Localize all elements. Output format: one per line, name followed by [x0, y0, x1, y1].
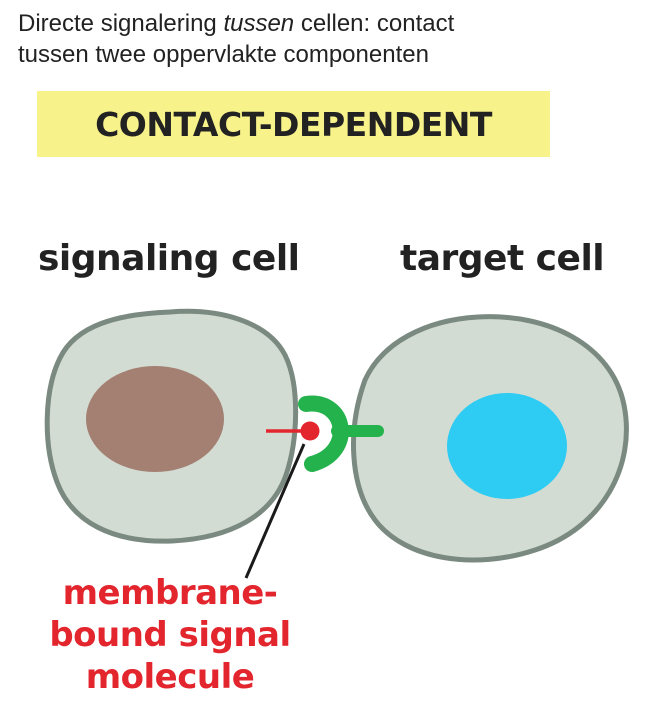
signaling-cell-label: signaling cell — [38, 238, 300, 279]
target-cell-label: target cell — [400, 238, 605, 279]
receptor-protein — [298, 395, 384, 472]
molecule-label-line-2: bound signal — [49, 615, 291, 655]
caption-text: cellen: contact — [294, 10, 455, 37]
molecule-label-line-1: membrane- — [62, 573, 278, 613]
title-banner: CONTACT-DEPENDENT — [37, 91, 550, 157]
signal-molecule — [266, 421, 320, 441]
signal-molecule-label: membrane- bound signal molecule — [20, 572, 320, 698]
caption-text: Directe signalering — [18, 10, 224, 37]
caption-line-1: Directe signalering tussen cellen: conta… — [18, 8, 638, 39]
pointer-line — [244, 443, 306, 579]
target-nucleus — [447, 393, 567, 499]
caption-line-2: tussen twee oppervlakte componenten — [18, 41, 429, 68]
signaling-nucleus — [86, 366, 224, 472]
molecule-label-line-3: molecule — [85, 657, 255, 697]
caption-emphasis: tussen — [223, 10, 295, 37]
slide-caption: Directe signalering tussen cellen: conta… — [18, 8, 638, 70]
banner-title: CONTACT-DEPENDENT — [95, 104, 492, 144]
